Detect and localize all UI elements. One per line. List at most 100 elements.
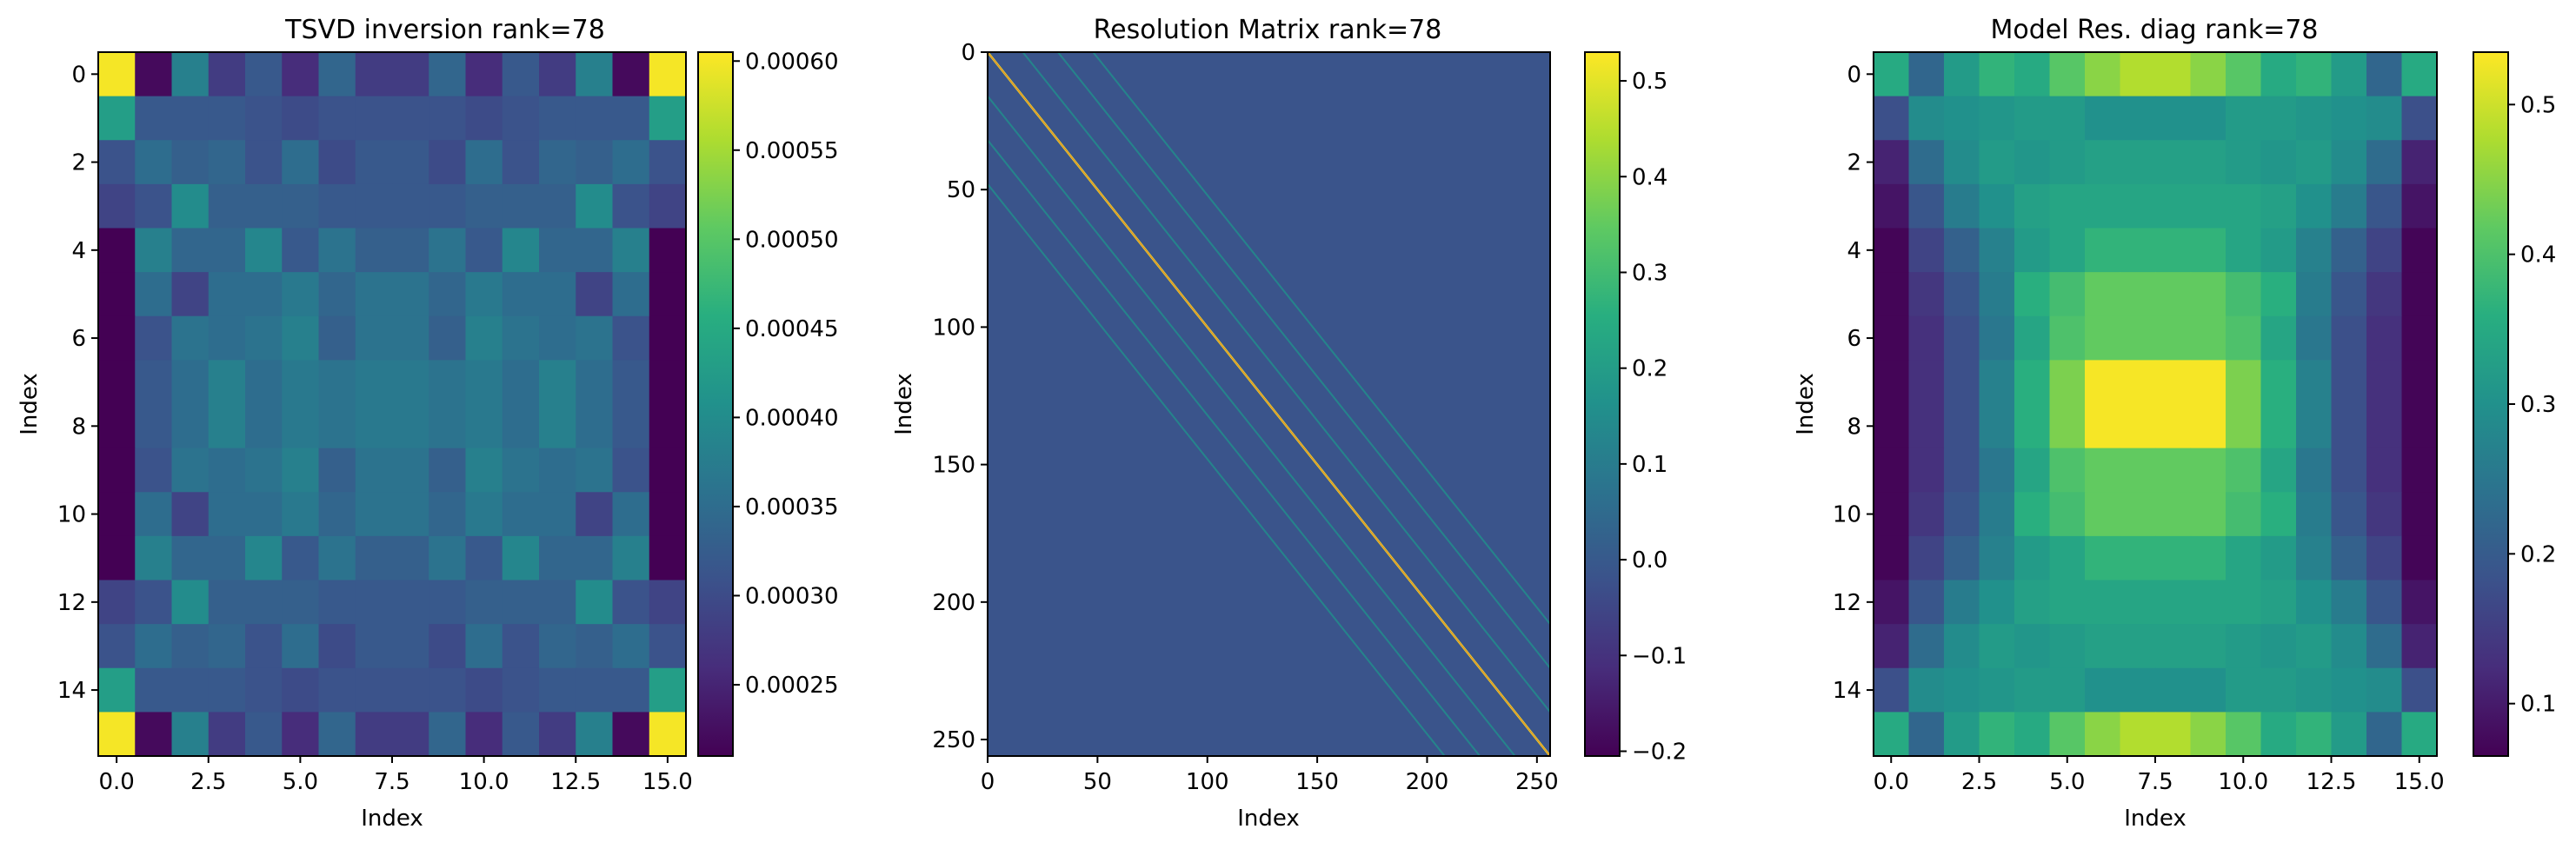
heatmap-cell [2014, 667, 2051, 713]
x-tick-label: 2.5 [190, 769, 226, 795]
heatmap-cell [1944, 712, 1980, 757]
heatmap-cell [2085, 52, 2121, 97]
colorbar-tick-label: 0.4 [2520, 242, 2556, 269]
heatmap-cell [2296, 52, 2333, 97]
heatmap-cell [2331, 96, 2367, 141]
heatmap-cell [502, 360, 540, 405]
colorbar-tick-label: 0.00045 [745, 316, 839, 342]
heatmap-cell [1908, 667, 1945, 713]
heatmap-cell [2014, 535, 2051, 581]
heatmap-cell [2120, 535, 2156, 581]
heatmap-cell [2366, 140, 2403, 185]
heatmap-cells [1874, 52, 2438, 757]
colorbar-tick-label: 0.1 [2520, 692, 2556, 718]
heatmap-cell [649, 535, 687, 581]
heatmap-cell [1944, 580, 1980, 625]
heatmap-cell [1908, 52, 1945, 97]
heatmap-cell [465, 492, 503, 537]
heatmap-cell [2260, 667, 2297, 713]
heatmap-cell [1874, 535, 1910, 581]
y-tick-label: 8 [71, 414, 86, 440]
heatmap-cell [1874, 712, 1910, 757]
heatmap-cell [2085, 624, 2121, 669]
heatmap-cell [2190, 667, 2227, 713]
heatmap-cell [2260, 624, 2297, 669]
heatmap-cell [1874, 448, 1910, 493]
heatmap-cell [1944, 448, 1980, 493]
heatmap-cell [465, 535, 503, 581]
heatmap-cell [1944, 140, 1980, 185]
heatmap-cell [208, 228, 246, 273]
heatmap-cell [612, 492, 650, 537]
heatmap-cell [2155, 624, 2192, 669]
colorbar-tick-label: 0.00055 [745, 138, 839, 164]
heatmap-cell [2260, 52, 2297, 97]
heatmap-cell [502, 667, 540, 713]
heatmap-cell [2296, 624, 2333, 669]
heatmap-cell [318, 228, 356, 273]
x-tick-label: 100 [1186, 769, 1229, 795]
heatmap-cell [2085, 315, 2121, 361]
heatmap-cell [245, 712, 283, 757]
heatmap-cell [355, 360, 393, 405]
heatmap-cell [2226, 624, 2262, 669]
heatmap-cells [98, 52, 687, 757]
heatmap-cell [98, 183, 136, 229]
heatmap-cell [2190, 624, 2227, 669]
heatmap-cell [2120, 96, 2156, 141]
heatmap-cell [2155, 712, 2192, 757]
x-tick-label: 7.5 [2137, 769, 2173, 795]
heatmap-cell [392, 535, 429, 581]
heatmap-cell [282, 183, 320, 229]
off-diagonal-band [1092, 51, 1551, 625]
heatmap-cell [2049, 712, 2086, 757]
x-tick-label: 15.0 [642, 769, 693, 795]
heatmap-cell [2296, 360, 2333, 405]
heatmap-cell [465, 272, 503, 317]
heatmap-cell [1874, 183, 1910, 229]
heatmap-cell [2120, 580, 2156, 625]
heatmap-cell [539, 712, 576, 757]
heatmap-cell [2260, 315, 2297, 361]
heatmap-cell [135, 535, 173, 581]
heatmap-cell [98, 52, 136, 97]
x-axis-ticks: 0 50 100 150 200 250 [981, 756, 1559, 795]
heatmap-cell [208, 580, 246, 625]
y-axis-label: Index [17, 373, 43, 435]
colorbar [2473, 51, 2509, 757]
heatmap-cell [2049, 52, 2086, 97]
heatmap-cell [2014, 404, 2051, 449]
heatmap-cell [576, 712, 614, 757]
colorbar-tick-label: 0.1 [1632, 452, 1667, 478]
heatmap-cell [171, 580, 210, 625]
colorbar-tick-label: 0.2 [1632, 356, 1667, 382]
heatmap-cell [649, 624, 687, 669]
x-tick-label: 12.5 [2306, 769, 2357, 795]
heatmap-cell [392, 140, 429, 185]
heatmap-cell [429, 580, 467, 625]
off-diagonal-band [987, 139, 1481, 757]
heatmap-cell [2155, 140, 2192, 185]
heatmap-cell [1908, 624, 1945, 669]
colorbar-tick-label: 0.5 [1632, 69, 1667, 95]
heatmap-cell [2120, 228, 2156, 273]
heatmap-cell [2085, 360, 2121, 405]
heatmap-cell [2226, 360, 2262, 405]
heatmap-cell [208, 624, 246, 669]
heatmap-cell [1908, 315, 1945, 361]
heatmap-cell [2366, 667, 2403, 713]
heatmap-cell [429, 140, 467, 185]
heatmap-cell [2401, 360, 2438, 405]
heatmap-cell [612, 315, 650, 361]
heatmap-cell [98, 448, 136, 493]
heatmap-cell [2366, 492, 2403, 537]
heatmap-cell [2296, 315, 2333, 361]
heatmap-cell [2120, 404, 2156, 449]
heatmap-cell [2401, 448, 2438, 493]
heatmap-cell [2401, 272, 2438, 317]
heatmap-cell [208, 183, 246, 229]
heatmap-cell [2190, 183, 2227, 229]
heatmap-cell [245, 624, 283, 669]
heatmap-cell [539, 492, 576, 537]
heatmap-cell [135, 360, 173, 405]
